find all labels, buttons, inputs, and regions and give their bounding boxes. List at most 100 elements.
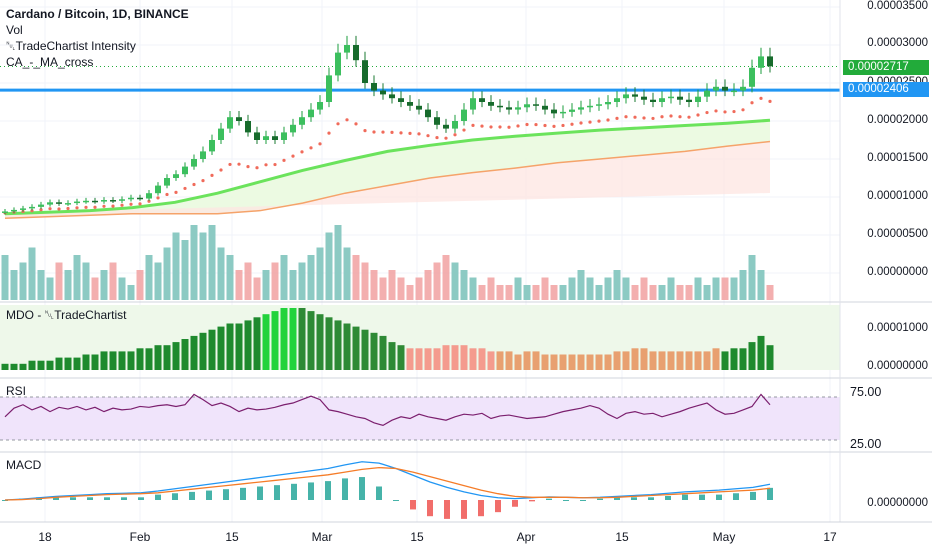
volume-bar	[370, 270, 378, 300]
candle-body	[128, 197, 134, 200]
ma-dot	[669, 114, 673, 118]
ma-dot	[435, 135, 439, 140]
mdo-bar	[631, 348, 639, 370]
macd-histogram-bar	[444, 500, 450, 519]
mdo-bar	[649, 351, 657, 370]
mdo-bar	[307, 311, 315, 370]
volume-bar	[532, 285, 540, 300]
candle-body	[758, 56, 764, 68]
mdo-bar	[730, 348, 738, 370]
volume-bar	[325, 232, 333, 300]
mdo-legend[interactable]: MDO - ␀TradeChartist	[6, 308, 127, 322]
volume-bar	[424, 270, 432, 300]
volume-bar	[433, 262, 441, 300]
ma-dot	[255, 166, 259, 170]
mdo-bar	[667, 351, 675, 370]
macd-histogram-bar	[563, 500, 569, 501]
volume-bar	[676, 285, 684, 300]
mdo-bar	[64, 357, 72, 370]
candle-body	[308, 109, 314, 118]
pane-separators[interactable]	[0, 0, 932, 523]
vol-legend[interactable]: Vol	[6, 23, 23, 37]
candle-body	[380, 90, 386, 95]
last-price-badge: 0.00002717	[843, 60, 929, 75]
macd-histogram-bar	[665, 495, 671, 500]
candle-body	[749, 67, 755, 87]
ma-dot	[768, 99, 772, 103]
candle-body	[38, 204, 44, 207]
volume-bar	[379, 277, 387, 300]
candle-body	[515, 107, 521, 110]
ma-dot	[651, 116, 655, 121]
ma-dot	[156, 196, 160, 200]
ma-dot	[264, 163, 268, 167]
mdo-bar	[91, 354, 99, 370]
symbol-title[interactable]: Cardano / Bitcoin, 1D, BINANCE	[6, 7, 189, 21]
ma-cross-legend[interactable]: CA_-_MA_cross	[6, 55, 94, 69]
rsi-line	[4, 393, 771, 427]
candle-body	[146, 193, 152, 199]
candle-body	[722, 86, 728, 91]
candle-body	[479, 98, 485, 102]
candle-body	[110, 200, 116, 202]
candle-body	[362, 60, 368, 83]
ma-dot	[741, 108, 745, 112]
mdo-bar	[532, 351, 540, 370]
macd-histogram-bar	[597, 498, 603, 500]
macd-histogram-bar	[682, 494, 688, 500]
candle-body	[650, 99, 656, 102]
candle-body	[641, 96, 647, 100]
time-tick: Mar	[311, 530, 333, 544]
time-tick: 15	[225, 530, 239, 544]
time-tick: 17	[823, 530, 837, 544]
price-tick: 0.00000000	[867, 266, 928, 278]
ma-dot	[471, 123, 475, 127]
mdo-bar	[370, 332, 378, 370]
volume-bar	[154, 262, 162, 300]
ma-dot	[525, 122, 529, 127]
rsi-legend[interactable]: RSI	[6, 384, 27, 398]
volume-bar	[550, 285, 558, 300]
candle-body	[596, 104, 602, 106]
level-price-badge[interactable]: 0.00002406	[843, 82, 929, 97]
candle-body	[623, 94, 629, 99]
mdo-bar	[361, 329, 369, 370]
candle-body	[272, 136, 278, 140]
mdo-bar	[1, 363, 9, 370]
macd-histogram-bar	[478, 500, 484, 517]
candle-body	[407, 102, 413, 106]
intensity-legend[interactable]: ␀TradeChartist Intensity	[6, 39, 136, 53]
price-pane[interactable]	[0, 35, 840, 220]
ma-dot	[642, 116, 646, 120]
volume-bar	[487, 277, 495, 300]
volume-bar	[136, 270, 144, 300]
volume-bar	[658, 285, 666, 300]
macd-histogram-bar	[529, 500, 535, 502]
volume-bar	[649, 285, 657, 300]
ma-slow-line	[4, 140, 771, 220]
mdo-bar	[208, 329, 216, 370]
ma-dot	[606, 118, 610, 122]
ma-dot	[570, 122, 574, 126]
signal-line	[4, 466, 771, 501]
macd-legend[interactable]: MACD	[6, 458, 42, 472]
ma-dot	[444, 136, 448, 140]
candle-body	[452, 121, 458, 129]
candle-body	[614, 98, 620, 102]
volume-bar	[703, 285, 711, 300]
mdo-bar	[613, 351, 621, 370]
mdo-bar	[460, 345, 468, 370]
ma-dot	[237, 162, 241, 166]
price-tick: 0.00000500	[867, 228, 928, 240]
mdo-bar	[199, 332, 207, 370]
ma-dot	[534, 122, 538, 127]
volume-bar	[226, 255, 234, 300]
mdo-tick: 0.00000000	[867, 360, 928, 372]
volume-bar	[523, 285, 531, 300]
mdo-bar	[523, 351, 531, 370]
mdo-bar	[136, 348, 144, 370]
ma-dot	[516, 124, 520, 128]
candle-body	[353, 45, 359, 61]
candle-body	[659, 98, 665, 102]
